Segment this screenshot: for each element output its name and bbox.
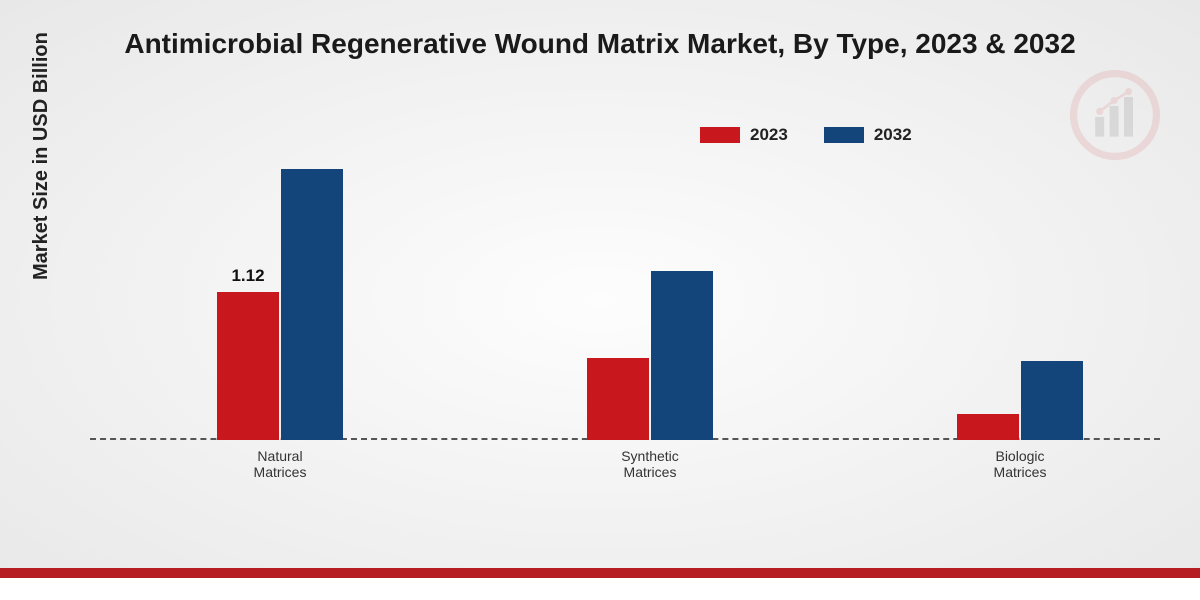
category-label-2: Biologic Matrices xyxy=(994,448,1047,480)
bar-2032-0 xyxy=(281,169,343,440)
chart-title: Antimicrobial Regenerative Wound Matrix … xyxy=(0,28,1200,60)
bar-2032-2 xyxy=(1021,361,1083,440)
category-label-1: Synthetic Matrices xyxy=(621,448,679,480)
plot-area: Natural MatricesSynthetic MatricesBiolog… xyxy=(90,110,1160,440)
y-axis-label: Market Size in USD Billion xyxy=(30,32,53,280)
category-label-0: Natural Matrices xyxy=(254,448,307,480)
bar-2023-0 xyxy=(217,292,279,440)
chart-container: Antimicrobial Regenerative Wound Matrix … xyxy=(0,0,1200,600)
bar-2032-1 xyxy=(651,271,713,440)
bar-2023-2 xyxy=(957,414,1019,440)
footer-under xyxy=(0,578,1200,600)
footer-bar xyxy=(0,568,1200,600)
bar-2023-1 xyxy=(587,358,649,440)
value-label: 1.12 xyxy=(231,266,264,286)
footer-accent xyxy=(0,568,1200,578)
